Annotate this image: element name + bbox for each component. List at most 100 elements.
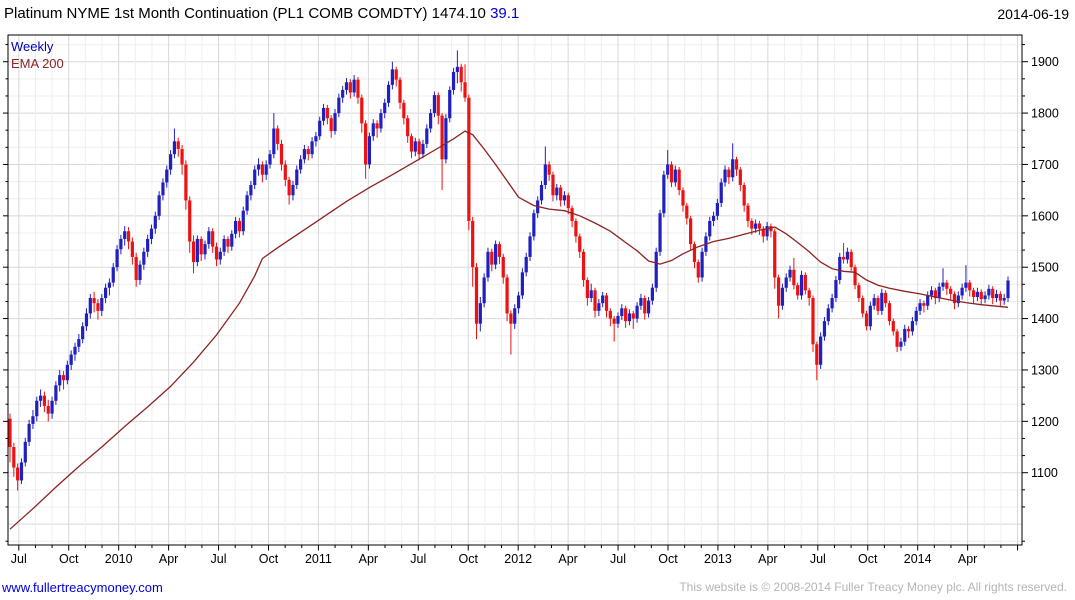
candle-body	[146, 238, 150, 252]
candle-body	[654, 251, 658, 288]
candle-body	[12, 447, 16, 468]
candle-body	[631, 313, 635, 319]
candle-body	[692, 244, 697, 263]
candle-body	[845, 251, 850, 260]
candle-body	[738, 169, 742, 185]
candle-body	[941, 282, 945, 287]
candle-body	[887, 303, 892, 322]
chart-date: 2014-06-19	[997, 6, 1069, 22]
candle-body	[494, 244, 498, 265]
copyright-text: This website is © 2008-2014 Fuller Treac…	[679, 580, 1067, 594]
candle-body	[318, 120, 322, 137]
candle-body	[677, 169, 681, 191]
candle-body	[341, 89, 345, 98]
candle-body	[685, 205, 689, 219]
candle-body	[92, 298, 96, 304]
candle-body	[474, 267, 479, 324]
candle-body	[945, 282, 949, 289]
candle-body	[815, 344, 819, 365]
candle-body	[750, 220, 754, 229]
candle-body	[784, 277, 788, 288]
time-axis-label: 2010	[105, 552, 133, 566]
candle-body	[711, 215, 716, 221]
candle-body	[933, 290, 937, 299]
candle-body	[612, 318, 616, 324]
candle-body	[719, 182, 723, 203]
candle-body	[16, 467, 20, 481]
candle-body	[585, 280, 589, 299]
ema-200-path	[9, 130, 1009, 530]
candle-body	[551, 174, 555, 196]
time-axis-label: Apr	[159, 552, 178, 566]
candle-body	[180, 149, 184, 165]
candle-body	[922, 303, 926, 306]
candle-body	[635, 305, 639, 319]
site-link[interactable]: www.fullertreacymoney.com	[2, 580, 163, 595]
candle-body	[780, 287, 784, 306]
candle-body	[918, 303, 922, 311]
candle-body	[876, 298, 880, 311]
candle-body	[857, 285, 861, 299]
candle-body	[272, 128, 276, 155]
candle-body	[364, 123, 368, 165]
candle-body	[731, 159, 735, 178]
candle-body	[868, 305, 872, 327]
candle-body	[776, 277, 781, 306]
candle-body	[490, 251, 494, 265]
price-axis-label: 1300	[1031, 363, 1059, 377]
h-gridlines	[8, 44, 1022, 542]
candle-body	[543, 164, 547, 185]
candle-body	[35, 400, 39, 417]
candle-body	[643, 298, 647, 314]
candle-body	[826, 308, 830, 322]
candle-body	[566, 195, 570, 209]
candle-body	[406, 118, 410, 137]
candle-body	[574, 220, 578, 237]
candle-body	[195, 238, 199, 263]
legend-ema-label: EMA 200	[11, 56, 64, 71]
candle-body	[69, 354, 73, 365]
candle-body	[754, 223, 758, 229]
candle-body	[727, 169, 731, 178]
candle-body	[409, 136, 414, 152]
candle-body	[188, 200, 192, 242]
candle-body	[161, 182, 165, 196]
candle-body	[429, 113, 433, 129]
candle-body	[448, 89, 452, 119]
candle-body	[769, 226, 773, 232]
candle-body	[436, 95, 440, 116]
candle-body	[130, 241, 134, 257]
price-axis-label: 1800	[1031, 107, 1059, 121]
candle-body	[123, 231, 127, 239]
candle-body	[597, 303, 601, 311]
time-axis-label: Oct	[658, 552, 678, 566]
candle-body	[513, 308, 517, 324]
candle-body	[799, 274, 804, 296]
candle-body	[142, 251, 146, 265]
candle-body	[979, 291, 983, 300]
candle-body	[287, 179, 291, 196]
time-axis-label: Jul	[810, 552, 826, 566]
candle-body	[27, 423, 31, 442]
candle-body	[295, 169, 299, 185]
candle-body	[253, 169, 257, 185]
candle-body	[321, 107, 326, 121]
candle-body	[165, 169, 169, 183]
candle-body	[849, 251, 853, 268]
candle-body	[532, 213, 536, 237]
candle-body	[356, 79, 360, 98]
candle-body	[700, 251, 704, 278]
candle-body	[115, 249, 119, 268]
candle-body	[880, 292, 884, 311]
candle-body	[153, 215, 157, 229]
candle-body	[539, 185, 544, 201]
time-axis-label: Jul	[410, 552, 426, 566]
candle-body	[398, 79, 402, 103]
candle-body	[19, 462, 24, 481]
candle-body	[306, 149, 310, 155]
candle-body	[681, 190, 685, 206]
price-axis-label: 1700	[1031, 158, 1059, 172]
candle-body	[581, 251, 586, 281]
ema-line	[9, 130, 1009, 530]
